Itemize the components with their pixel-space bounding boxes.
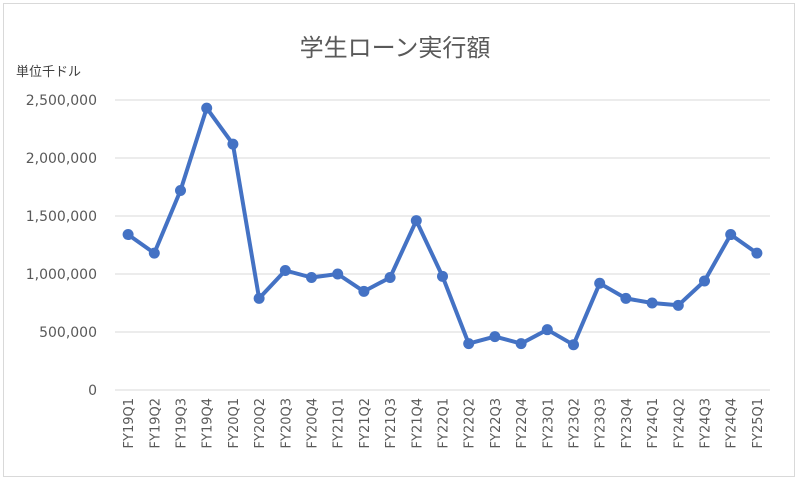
data-point (122, 229, 134, 241)
x-tick-label: FY24Q1 (646, 398, 661, 448)
x-tick-label: FY20Q1 (227, 398, 242, 448)
x-tick-label: FY23Q3 (594, 398, 609, 448)
x-axis-ticks: FY19Q1 FY19Q2 FY19Q3 FY19Q4 FY20Q1 FY20Q2 FY20… (122, 398, 766, 448)
data-point (384, 271, 396, 283)
x-tick-label: FY24Q4 (725, 398, 740, 448)
x-tick-label: FY20Q4 (306, 398, 321, 448)
data-point (515, 338, 527, 350)
data-point (620, 292, 632, 304)
data-point (332, 268, 344, 280)
x-tick-label: FY21Q1 (332, 398, 347, 448)
x-tick-label: FY19Q4 (201, 398, 216, 448)
y-tick-label: 2,000,000 (26, 151, 97, 167)
gridlines (115, 99, 770, 391)
x-tick-label: FY20Q3 (279, 398, 294, 448)
x-tick-label: FY22Q1 (437, 398, 452, 448)
x-tick-label: FY23Q2 (568, 398, 583, 448)
x-tick-label: FY19Q1 (122, 398, 137, 448)
x-tick-label: FY22Q4 (515, 398, 530, 448)
x-tick-label: FY20Q2 (253, 398, 268, 448)
y-tick-label: 500,000 (39, 325, 97, 341)
x-tick-label: FY19Q3 (175, 398, 190, 448)
data-point (306, 271, 317, 283)
x-tick-label: FY21Q2 (358, 398, 373, 448)
x-tick-label: FY24Q2 (672, 398, 687, 448)
x-tick-label: FY23Q4 (620, 398, 635, 448)
x-tick-label: FY22Q3 (489, 398, 504, 448)
y-tick-label: 1,500,000 (26, 209, 97, 225)
x-tick-label: FY21Q4 (410, 398, 425, 448)
y-tick-label: 1,000,000 (26, 267, 97, 283)
series-line (126, 106, 759, 347)
x-tick-label: FY19Q2 (148, 398, 163, 448)
data-point (725, 229, 737, 241)
data-point (279, 265, 291, 277)
x-tick-label: FY23Q1 (541, 398, 556, 448)
data-point (672, 299, 684, 311)
data-point (751, 247, 763, 259)
y-tick-label: 2,500,000 (26, 93, 97, 109)
series-points (122, 102, 763, 351)
x-tick-label: FY22Q2 (463, 398, 478, 448)
x-tick-label: FY25Q1 (751, 398, 766, 448)
data-point (227, 138, 239, 150)
data-point (358, 285, 370, 297)
data-point (253, 292, 265, 304)
chart-title: 学生ローン実行額 (300, 34, 491, 62)
data-point (489, 331, 501, 343)
data-point (410, 215, 422, 227)
data-point (201, 102, 213, 114)
data-point (541, 324, 553, 336)
data-point (175, 184, 186, 196)
y-axis-unit-label: 単位千ドル (16, 64, 81, 80)
data-point (568, 339, 579, 351)
x-tick-label: FY24Q3 (699, 398, 714, 448)
data-point (437, 270, 448, 282)
data-point (148, 247, 160, 259)
data-point (646, 297, 658, 309)
data-point (594, 277, 606, 289)
y-axis-ticks: 0 500,000 1,000,000 1,500,000 2,000,000 2,500… (26, 93, 97, 399)
data-point (699, 275, 710, 287)
y-tick-label: 0 (88, 383, 97, 399)
x-tick-label: FY21Q3 (384, 398, 399, 448)
data-point (463, 338, 475, 350)
